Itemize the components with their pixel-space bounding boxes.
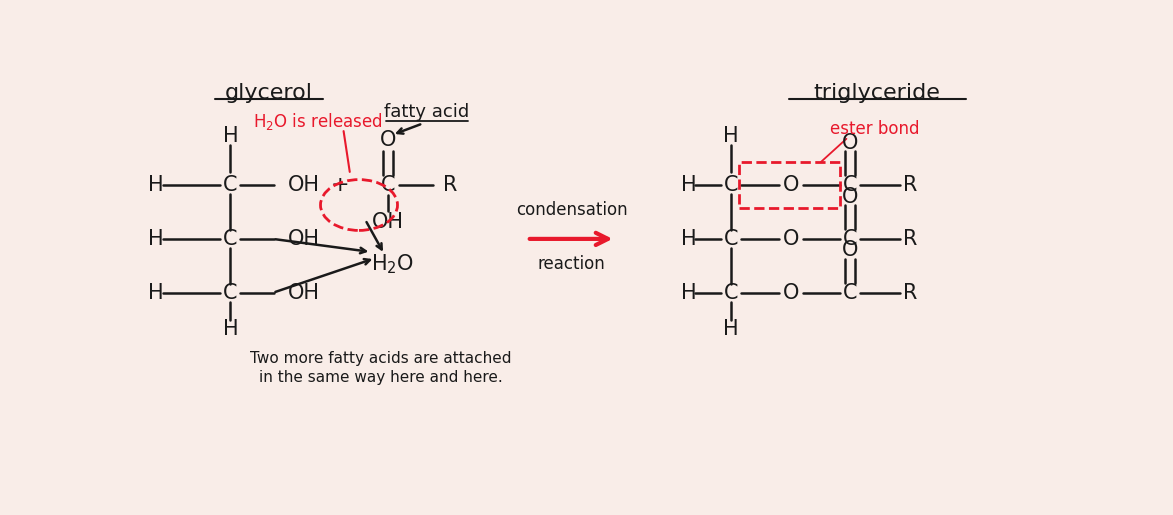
Text: H$_2$O: H$_2$O [371,252,414,276]
Text: C: C [724,175,738,195]
Text: R: R [903,175,917,195]
Text: R: R [442,175,457,195]
Text: H: H [148,175,163,195]
Text: in the same way here and here.: in the same way here and here. [259,370,502,385]
Text: O: O [782,229,799,249]
Text: O: O [842,133,859,152]
Text: H: H [723,127,739,146]
Text: H: H [680,229,697,249]
Text: O: O [782,283,799,303]
Text: Two more fatty acids are attached: Two more fatty acids are attached [250,351,511,366]
Text: H: H [148,283,163,303]
Text: H: H [148,229,163,249]
Text: C: C [843,229,857,249]
Text: O: O [842,186,859,207]
Text: condensation: condensation [516,201,628,219]
Text: reaction: reaction [537,255,605,273]
Text: glycerol: glycerol [225,82,313,102]
Text: H: H [223,127,238,146]
Text: C: C [223,283,238,303]
Text: OH: OH [287,229,319,249]
Text: R: R [903,283,917,303]
Text: R: R [903,229,917,249]
Text: H: H [680,175,697,195]
Text: fatty acid: fatty acid [384,103,469,121]
Text: OH: OH [372,212,405,232]
Text: H: H [223,319,238,339]
Text: C: C [724,229,738,249]
Text: C: C [381,175,395,195]
Text: C: C [843,283,857,303]
Text: O: O [380,130,396,150]
Text: ester bond: ester bond [830,120,920,138]
Text: +: + [331,175,350,195]
Text: H$_2$O is released: H$_2$O is released [252,111,382,132]
Text: H: H [723,319,739,339]
Text: OH: OH [287,283,319,303]
Text: C: C [843,175,857,195]
Text: C: C [223,229,238,249]
Text: OH: OH [287,175,319,195]
Text: C: C [223,175,238,195]
Text: H: H [680,283,697,303]
Text: triglyceride: triglyceride [814,82,941,102]
Text: O: O [782,175,799,195]
Text: C: C [724,283,738,303]
Text: O: O [842,241,859,261]
